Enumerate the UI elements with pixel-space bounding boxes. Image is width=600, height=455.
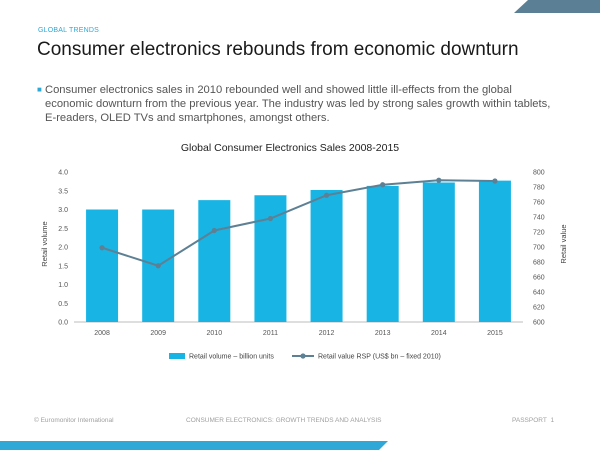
x-tick-label: 2013 bbox=[375, 330, 391, 337]
legend-bar-swatch bbox=[169, 353, 185, 359]
footer-report-title: CONSUMER ELECTRONICS: GROWTH TRENDS AND … bbox=[186, 417, 382, 424]
bar bbox=[366, 185, 399, 322]
bars bbox=[86, 180, 511, 322]
bottom-accent-bar bbox=[0, 441, 388, 450]
left-tick-label: 2.5 bbox=[58, 226, 68, 233]
x-tick-label: 2012 bbox=[319, 330, 335, 337]
bar bbox=[478, 180, 511, 322]
value-point bbox=[155, 263, 161, 269]
value-line-path bbox=[101, 179, 495, 267]
x-tick-label: 2008 bbox=[94, 330, 110, 337]
bullet-text: Consumer electronics sales in 2010 rebou… bbox=[45, 84, 551, 124]
right-tick-label: 740 bbox=[533, 215, 545, 222]
right-tick-label: 700 bbox=[533, 245, 545, 252]
left-tick-label: 3.5 bbox=[58, 188, 68, 195]
footer-copyright: © Euromonitor International bbox=[34, 417, 114, 424]
left-tick-label: 1.0 bbox=[58, 282, 68, 289]
footer-brand-label: PASSPORT bbox=[512, 417, 547, 424]
page-number: 1 bbox=[550, 417, 555, 424]
left-tick-label: 4.0 bbox=[58, 170, 68, 177]
page-title: Consumer electronics rebounds from econo… bbox=[37, 39, 519, 60]
y-axis-label: Retail volume bbox=[40, 221, 49, 266]
right-tick-label: 640 bbox=[533, 290, 545, 297]
legend-bar-label: Retail volume – billion units bbox=[189, 354, 274, 361]
bullet-marker: ■ bbox=[37, 85, 42, 94]
bullet-point: ■ Consumer electronics sales in 2010 reb… bbox=[37, 83, 557, 125]
corner-accent bbox=[514, 0, 600, 13]
left-tick-label: 0.0 bbox=[58, 320, 68, 327]
right-tick-label: 620 bbox=[533, 305, 545, 312]
value-point bbox=[323, 192, 330, 198]
left-tick-label: 3.0 bbox=[58, 207, 68, 214]
right-tick-label: 680 bbox=[533, 260, 545, 267]
x-tick-label: 2015 bbox=[487, 330, 503, 337]
value-point bbox=[492, 178, 498, 184]
y2-axis-label: Retail value bbox=[559, 224, 568, 263]
chart-title: Global Consumer Electronics Sales 2008-2… bbox=[181, 142, 399, 154]
bar bbox=[310, 190, 343, 322]
legend: Retail volume – billion units Retail valu… bbox=[169, 353, 441, 361]
right-tick-label: 660 bbox=[533, 275, 545, 282]
legend-line-marker bbox=[300, 353, 306, 359]
value-point bbox=[99, 245, 105, 251]
x-tick-label: 2014 bbox=[431, 330, 447, 337]
right-tick-label: 600 bbox=[533, 320, 545, 327]
right-axis-ticks: 600 620 640 660 680 700 720 740 760 780 800 bbox=[533, 170, 545, 327]
value-line bbox=[99, 177, 498, 269]
bar bbox=[422, 182, 455, 322]
left-tick-label: 2.0 bbox=[58, 245, 68, 252]
x-tick-label: 2009 bbox=[150, 330, 166, 337]
footer-brand: PASSPORT 1 bbox=[512, 417, 554, 424]
value-point bbox=[436, 177, 442, 183]
x-axis-ticks: 2008 2009 2010 2011 2012 2013 2014 2015 bbox=[94, 330, 503, 337]
section-label: GLOBAL TRENDS bbox=[38, 27, 99, 34]
value-point bbox=[380, 182, 386, 188]
bar bbox=[198, 200, 231, 322]
value-point bbox=[211, 227, 217, 234]
bar bbox=[86, 209, 119, 322]
value-point bbox=[267, 215, 274, 222]
x-tick-label: 2010 bbox=[207, 330, 223, 337]
right-tick-label: 800 bbox=[533, 170, 545, 177]
x-tick-label: 2011 bbox=[263, 330, 278, 337]
left-tick-label: 1.5 bbox=[58, 263, 68, 270]
legend-line-label: Retail value RSP (US$ bn – fixed 2010) bbox=[318, 354, 441, 361]
right-tick-label: 720 bbox=[533, 230, 545, 237]
left-axis-ticks: 0.0 0.5 1.0 1.5 2.0 2.5 3.0 3.5 4.0 bbox=[58, 170, 68, 327]
right-tick-label: 760 bbox=[533, 200, 545, 207]
left-tick-label: 0.5 bbox=[58, 301, 68, 308]
right-tick-label: 780 bbox=[533, 185, 545, 192]
